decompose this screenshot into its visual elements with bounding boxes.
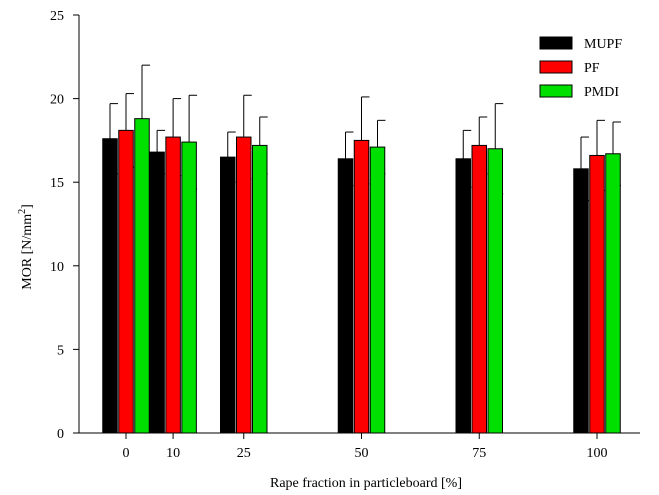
bar-pf-50 xyxy=(353,139,370,434)
legend-label-pmdi: PMDI xyxy=(584,85,619,100)
bar-group-50 xyxy=(337,96,386,434)
y-tick-label-10: 10 xyxy=(50,260,64,275)
bar-pf-25 xyxy=(236,136,252,434)
y-axis-label: MOR [N/mm2] xyxy=(17,204,35,290)
bar-pmdi-10 xyxy=(181,141,197,434)
bar-group-10 xyxy=(149,94,198,434)
bar-pmdi-75 xyxy=(487,148,503,434)
bar-group-100 xyxy=(573,119,621,434)
ticks-layer: 0 5 10 15 20 25 0 10 25 50 75 100 xyxy=(50,9,608,461)
bar-group-0 xyxy=(102,64,150,434)
bar-pmdi-0 xyxy=(134,118,150,434)
y-tick-label-5: 5 xyxy=(57,343,64,358)
bar-group-25 xyxy=(220,94,268,434)
x-tick-label-25: 25 xyxy=(237,446,251,461)
x-axis-label: Rape fraction in particleboard [%] xyxy=(270,476,462,491)
legend-label-pf: PF xyxy=(584,61,600,76)
bar-pmdi-100 xyxy=(605,153,621,434)
bar-mupf-25 xyxy=(220,156,236,434)
bar-pmdi-25 xyxy=(252,144,268,434)
y-axis-label-superscript: 2 xyxy=(17,209,28,214)
legend-swatch-pmdi xyxy=(539,84,573,98)
bar-pmdi-50 xyxy=(369,146,386,434)
bar-group-75 xyxy=(455,103,504,434)
y-tick-label-15: 15 xyxy=(50,176,64,191)
x-tick-label-10: 10 xyxy=(166,446,180,461)
y-axis-label-main: MOR [N/mm xyxy=(20,214,35,290)
bar-pf-0 xyxy=(118,129,134,434)
y-tick-label-20: 20 xyxy=(50,93,64,108)
bars-layer xyxy=(102,64,621,434)
legend-swatch-pf xyxy=(539,60,573,74)
x-tick-label-0: 0 xyxy=(123,446,130,461)
bar-mupf-100 xyxy=(573,168,589,434)
x-tick-label-75: 75 xyxy=(472,446,486,461)
x-tick-label-50: 50 xyxy=(355,446,369,461)
bar-mupf-10 xyxy=(149,151,165,434)
bar-mupf-75 xyxy=(455,158,471,434)
y-axis-label-end: ] xyxy=(20,204,35,209)
y-tick-label-25: 25 xyxy=(50,9,64,24)
bar-mupf-50 xyxy=(337,158,354,434)
bar-mupf-0 xyxy=(102,138,118,434)
bar-pf-100 xyxy=(589,154,605,434)
legend-label-mupf: MUPF xyxy=(584,37,622,52)
bar-pf-10 xyxy=(165,136,181,434)
x-tick-label-100: 100 xyxy=(587,446,608,461)
axes-layer xyxy=(78,15,640,434)
legend-swatch-mupf xyxy=(539,36,573,50)
y-tick-label-0: 0 xyxy=(57,427,64,442)
legend: MUPF PF PMDI xyxy=(539,36,622,100)
bar-pf-75 xyxy=(471,144,487,434)
